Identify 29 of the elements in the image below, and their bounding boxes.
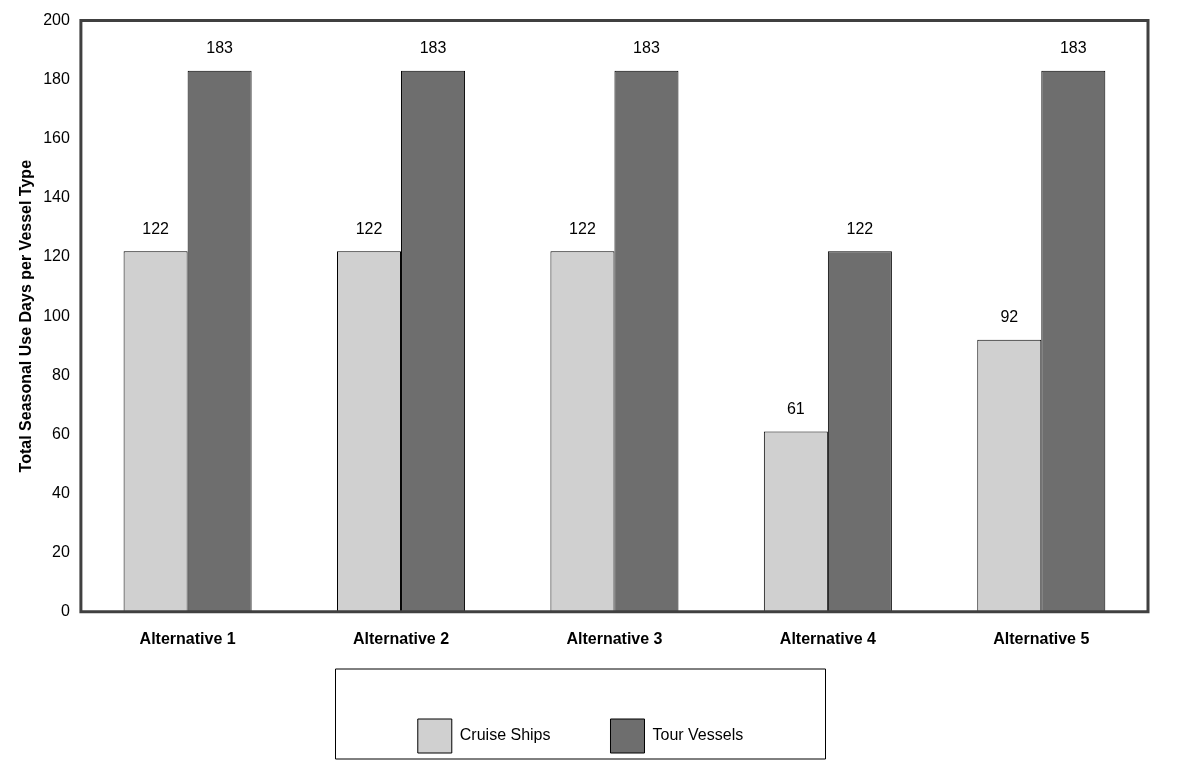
data-label: 183 (419, 39, 447, 57)
data-label: 92 (1000, 308, 1019, 326)
legend-label: Cruise Ships (459, 726, 551, 744)
x-tick-label: Alternative 1 (139, 629, 236, 647)
data-label: 61 (786, 399, 805, 417)
y-tick-label: 100 (43, 306, 70, 324)
x-tick-label: Alternative 3 (566, 629, 663, 647)
data-label: 183 (633, 39, 660, 57)
x-tick-label: Alternative 5 (993, 629, 1090, 647)
data-label: 122 (142, 219, 170, 237)
legend-label: Tour Vessels (652, 726, 744, 744)
y-tick-label: 20 (52, 543, 70, 561)
data-label: 122 (355, 219, 383, 237)
y-tick-label: 120 (43, 247, 70, 265)
y-tick-label: 80 (52, 365, 70, 383)
data-label: 122 (846, 219, 874, 237)
y-tick-label: 60 (52, 424, 70, 442)
y-tick-label: 40 (52, 483, 70, 501)
data-label: 183 (206, 39, 234, 57)
y-axis-title: Total Seasonal Use Days per Vessel Type (17, 159, 35, 473)
y-tick-label: 140 (43, 188, 70, 206)
y-tick-label: 180 (43, 70, 70, 88)
x-tick-label: Alternative 2 (353, 629, 450, 647)
y-tick-label: 160 (43, 129, 70, 147)
y-tick-label: 0 (60, 602, 70, 620)
data-label: 122 (569, 219, 596, 237)
x-tick-label: Alternative 4 (779, 629, 876, 647)
data-label: 183 (1059, 39, 1087, 57)
y-tick-label: 200 (43, 11, 70, 29)
